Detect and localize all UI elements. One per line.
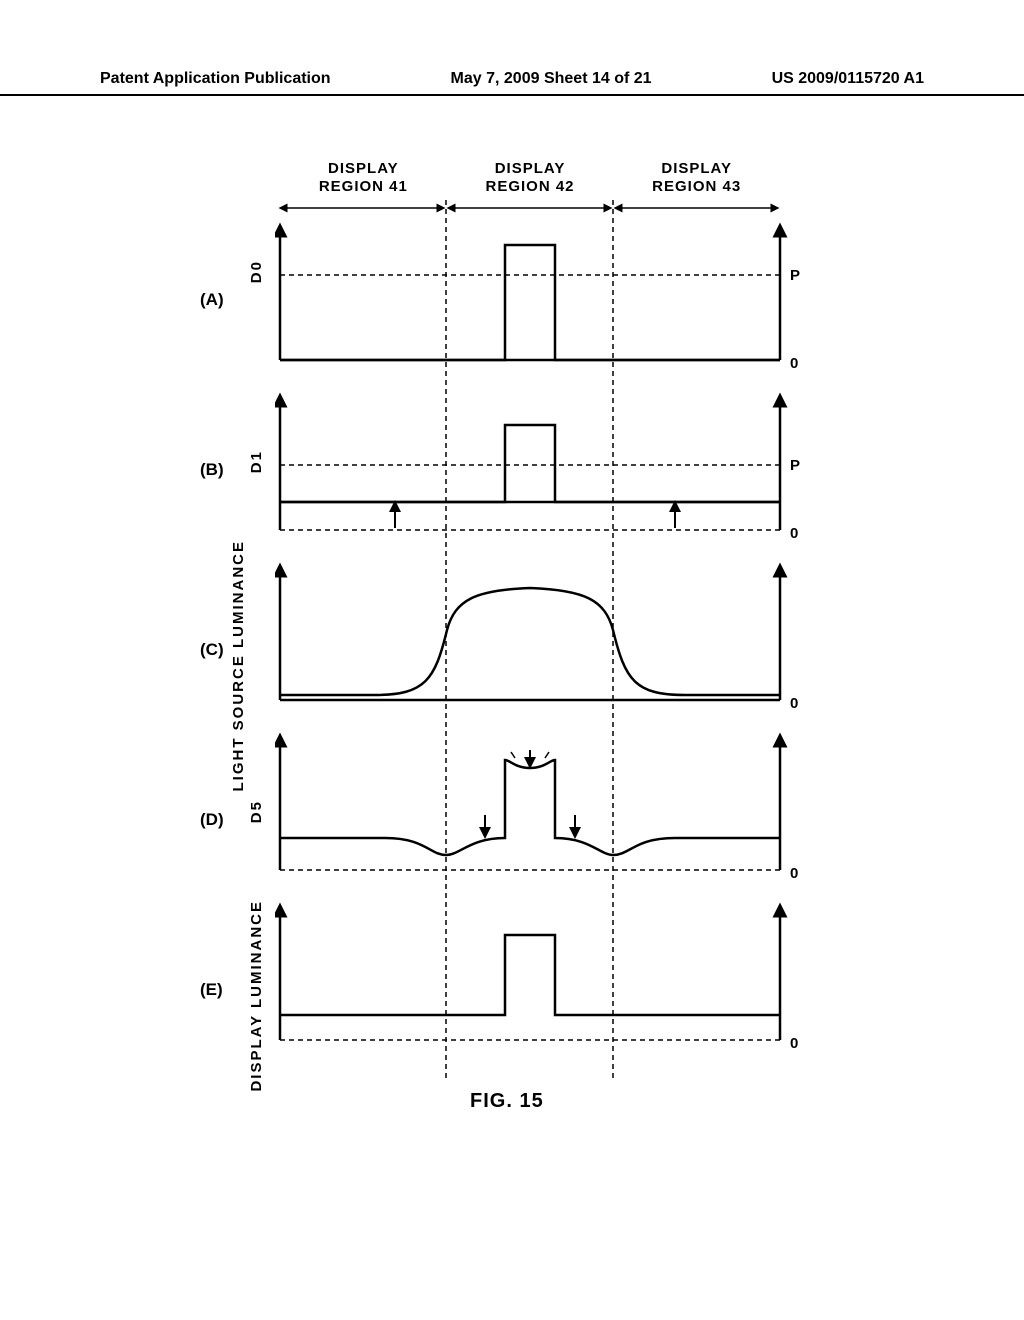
region-header-42: DISPLAYREGION 42 <box>447 160 614 196</box>
svg-text:0: 0 <box>790 695 798 712</box>
chart-a: P 0 <box>280 230 800 372</box>
p-label-a: P <box>790 267 800 284</box>
region-header-41: DISPLAYREGION 41 <box>280 160 447 196</box>
ylabel-d5: D5 <box>248 800 265 823</box>
row-label-c: (C) <box>200 640 224 660</box>
chart-c: 0 <box>280 570 798 712</box>
chart-e: 0 <box>280 910 798 1052</box>
region-header-43: DISPLAYREGION 43 <box>613 160 780 196</box>
ylabel-display-lum: DISPLAY LUMINANCE <box>248 900 265 1092</box>
region-dividers <box>446 200 613 1080</box>
row-label-e: (E) <box>200 980 223 1000</box>
header-right: US 2009/0115720 A1 <box>772 70 924 88</box>
svg-text:0: 0 <box>790 525 798 542</box>
zero-label-a: 0 <box>790 355 798 372</box>
header-center: May 7, 2009 Sheet 14 of 21 <box>451 70 652 88</box>
figure-caption: FIG. 15 <box>470 1090 544 1113</box>
header-left: Patent Application Publication <box>100 70 331 88</box>
ylabel-d0: D0 <box>248 260 265 283</box>
ylabel-light-source: LIGHT SOURCE LUMINANCE <box>230 540 247 792</box>
svg-text:P: P <box>790 457 800 474</box>
chart-b: P 0 <box>280 400 800 542</box>
svg-text:0: 0 <box>790 865 798 882</box>
row-label-b: (B) <box>200 460 224 480</box>
svg-text:0: 0 <box>790 1035 798 1052</box>
ylabel-d1: D1 <box>248 450 265 473</box>
row-label-d: (D) <box>200 810 224 830</box>
chart-d: 0 <box>280 740 798 882</box>
page-header: Patent Application Publication May 7, 20… <box>0 70 1024 96</box>
figure-svg: P 0 P 0 0 <box>275 200 835 1120</box>
region-headers: DISPLAYREGION 41 DISPLAYREGION 42 DISPLA… <box>280 160 780 196</box>
row-label-a: (A) <box>200 290 224 310</box>
